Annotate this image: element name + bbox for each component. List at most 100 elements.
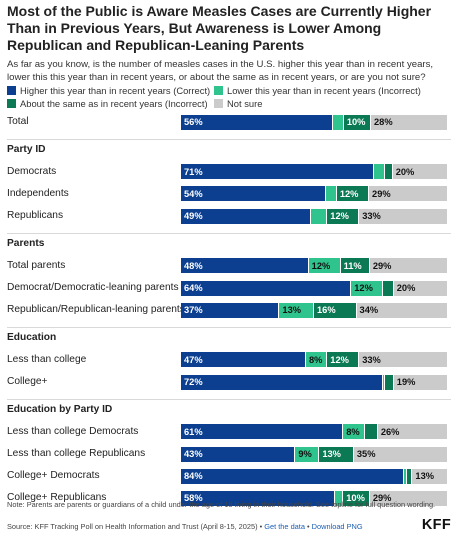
section-divider — [7, 327, 451, 329]
data-label: 61% — [184, 426, 203, 437]
data-label: 8% — [309, 354, 323, 365]
source-separator: • — [304, 522, 312, 531]
bar-row: 72% 19% — [181, 374, 447, 390]
row-label: College+ — [7, 376, 48, 388]
legend-swatch-higher — [7, 86, 16, 95]
bar-segment-not-sure: 26% — [377, 424, 447, 440]
legend-swatch-same — [7, 99, 16, 108]
bar-segment-higher: 64% — [181, 280, 352, 296]
bar-segment-same — [383, 280, 394, 296]
legend-item-lower: Lower this year than in recent years (In… — [214, 85, 421, 96]
bar-row: 58% 10% 29% — [181, 490, 447, 506]
data-label: 71% — [184, 166, 203, 177]
bar-segment-lower — [404, 468, 408, 484]
data-label: 35% — [356, 449, 376, 459]
legend-item-same: About the same as in recent years (Incor… — [7, 98, 208, 109]
bar-segment-higher: 56% — [181, 114, 333, 130]
bar-segment-higher: 54% — [181, 186, 327, 202]
data-label: 20% — [396, 283, 416, 293]
data-label: 56% — [184, 117, 203, 127]
bar-segment-not-sure: 33% — [359, 208, 447, 224]
section-header: Parents — [7, 238, 45, 250]
section-header: Education — [7, 332, 57, 344]
data-label: 48% — [184, 260, 203, 271]
bar-row: 56% 10% 28% — [181, 114, 447, 130]
bar-segment-higher: 72% — [181, 374, 383, 390]
bar-segment-same: 16% — [313, 302, 357, 318]
data-label: 47% — [184, 354, 203, 365]
bar-segment-same: 11% — [340, 258, 370, 274]
bar-segment-higher: 49% — [181, 208, 312, 224]
survey-question: As far as you know, is the number of mea… — [7, 59, 434, 83]
row-label: College+ Democrats — [7, 470, 100, 482]
download-png-link[interactable]: Download PNG — [311, 522, 363, 531]
data-label: 64% — [184, 283, 203, 293]
data-label: 12% — [354, 283, 373, 293]
section-divider — [7, 399, 451, 401]
row-label: Less than college Democrats — [7, 425, 139, 437]
bar-segment-lower: 8% — [306, 352, 328, 368]
row-label: Democrat/Democratic-leaning parents — [7, 282, 179, 293]
data-label: 12% — [330, 211, 349, 222]
legend-label-same: About the same as in recent years (Incor… — [20, 98, 208, 109]
bar-segment-higher: 37% — [181, 302, 280, 318]
get-data-link[interactable]: Get the data — [264, 522, 305, 531]
section-divider — [7, 139, 451, 141]
bar-row: 64% 12% 20% — [181, 280, 447, 296]
row-label: Democrats — [7, 165, 57, 177]
data-label: 19% — [396, 377, 416, 388]
section-header: Party ID — [7, 144, 46, 156]
section-header: Education by Party ID — [7, 404, 113, 416]
source-text: Source: KFF Tracking Poll on Health Info… — [7, 522, 265, 531]
row-label: Total parents — [7, 259, 66, 271]
data-label: 13% — [322, 449, 341, 459]
legend-swatch-lower — [214, 86, 223, 95]
row-label: Less than college — [7, 353, 87, 365]
bar-segment-lower — [373, 164, 385, 180]
bar-segment-same: 13% — [319, 446, 354, 462]
bar-segment-higher: 61% — [181, 424, 344, 440]
data-label: 10% — [346, 493, 365, 504]
bar-segment-not-sure: 34% — [356, 302, 447, 318]
data-label: 34% — [359, 305, 379, 316]
bar-row: 48% 12% 11% 29% — [181, 258, 447, 274]
bar-segment-not-sure: 28% — [370, 114, 447, 130]
bar-segment-higher: 58% — [181, 490, 336, 506]
row-label: Republican/Republican-leaning parents — [7, 304, 185, 316]
legend-item-not-sure: Not sure — [214, 98, 262, 109]
bar-segment-not-sure: 20% — [393, 280, 447, 296]
bar-row: 49% 12% 33% — [181, 208, 447, 224]
section-divider — [7, 233, 451, 235]
bar-segment-not-sure: 35% — [353, 446, 447, 462]
bar-segment-lower — [311, 208, 328, 224]
bar-segment-not-sure: 33% — [359, 352, 447, 368]
data-label: 72% — [184, 377, 203, 388]
bar-row: 43% 9% 13% 35% — [181, 446, 447, 462]
data-label: 20% — [395, 166, 415, 177]
bar-row: 37% 13% 16% 34% — [181, 302, 447, 318]
bar-segment-not-sure: 20% — [392, 164, 447, 180]
legend-label-not-sure: Not sure — [227, 98, 263, 109]
bar-segment-lower: 12% — [351, 280, 384, 296]
bar-segment-same: 10% — [343, 114, 371, 130]
data-label: 29% — [372, 493, 392, 504]
bar-segment-higher: 84% — [181, 468, 405, 484]
data-label: 84% — [184, 471, 203, 482]
bar-segment-lower: 8% — [343, 424, 365, 440]
data-label: 12% — [339, 188, 359, 199]
bar-row: 71% 20% — [181, 164, 447, 180]
data-label: 33% — [362, 354, 381, 365]
source-line: Source: KFF Tracking Poll on Health Info… — [7, 522, 397, 532]
bar-segment-same: 10% — [343, 490, 370, 506]
bar-segment-not-sure: 13% — [412, 468, 447, 484]
data-label: 8% — [346, 426, 360, 437]
bar-segment-lower: 13% — [279, 302, 314, 318]
chart-title: Most of the Public is Aware Measles Case… — [7, 3, 432, 53]
data-label: 16% — [316, 305, 336, 316]
data-label: 10% — [346, 117, 366, 127]
data-label: 43% — [184, 449, 203, 459]
bar-segment-same — [407, 468, 413, 484]
data-label: 37% — [184, 305, 203, 316]
legend-item-higher: Higher this year than in recent years (C… — [7, 85, 210, 96]
data-label: 33% — [362, 211, 381, 222]
